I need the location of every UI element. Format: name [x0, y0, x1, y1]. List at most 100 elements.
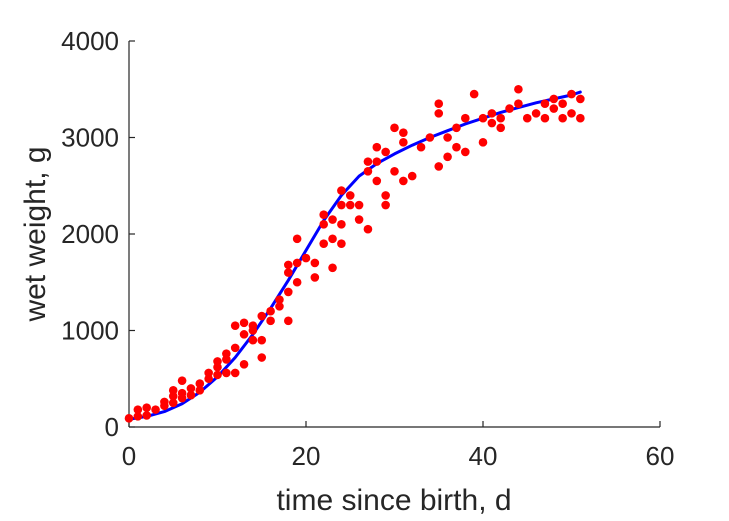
- data-point: [372, 176, 382, 186]
- data-point: [434, 99, 444, 109]
- data-point: [399, 138, 408, 147]
- data-point: [257, 353, 267, 362]
- data-point: [399, 128, 408, 137]
- data-point: [434, 162, 444, 171]
- data-point: [301, 253, 311, 263]
- data-point: [284, 268, 293, 277]
- y-tick-label: 1000: [61, 316, 119, 346]
- data-point: [151, 405, 160, 414]
- data-point: [213, 370, 222, 380]
- data-point: [443, 152, 452, 162]
- data-point: [168, 398, 178, 408]
- data-point: [522, 113, 532, 123]
- data-point: [363, 166, 373, 176]
- data-point: [531, 109, 541, 118]
- data-point: [142, 403, 151, 413]
- data-point: [337, 186, 346, 195]
- data-points: [124, 84, 585, 423]
- data-point: [230, 368, 240, 378]
- data-point: [275, 302, 284, 311]
- axes: 0 20 40 60 0 1000 2000 3000 4000: [61, 26, 674, 471]
- data-point: [390, 166, 399, 176]
- y-tick-label: 0: [105, 412, 119, 442]
- data-point: [275, 295, 284, 304]
- data-point: [540, 113, 550, 123]
- data-point: [195, 379, 205, 388]
- x-tick-label: 60: [646, 441, 675, 471]
- data-point: [345, 191, 355, 200]
- data-point: [345, 200, 355, 210]
- data-point: [496, 113, 506, 123]
- x-tick-label: 0: [122, 441, 136, 471]
- data-point: [381, 147, 390, 157]
- data-point: [230, 321, 240, 330]
- data-point: [310, 273, 320, 282]
- data-point: [461, 113, 470, 123]
- data-point: [549, 94, 559, 104]
- data-point: [514, 99, 523, 109]
- data-point: [372, 142, 382, 152]
- data-point: [328, 263, 337, 273]
- data-point: [567, 109, 576, 118]
- data-point: [292, 258, 302, 268]
- data-point: [284, 260, 293, 270]
- data-point: [505, 104, 514, 113]
- data-point: [363, 224, 373, 234]
- data-point: [319, 220, 329, 229]
- data-point: [425, 133, 435, 142]
- data-point: [496, 123, 506, 133]
- data-point: [248, 321, 258, 330]
- data-point: [177, 376, 187, 385]
- data-point: [248, 335, 258, 345]
- data-point: [328, 215, 337, 224]
- data-point: [452, 123, 461, 133]
- data-point: [284, 316, 293, 326]
- data-point: [337, 200, 346, 210]
- data-point: [319, 239, 329, 248]
- data-point: [363, 157, 373, 166]
- data-point: [257, 311, 267, 321]
- data-point: [469, 89, 479, 99]
- data-point: [266, 306, 275, 316]
- data-point: [142, 411, 151, 420]
- data-point: [239, 330, 249, 339]
- data-point: [461, 147, 470, 157]
- data-point: [222, 368, 231, 378]
- data-point: [337, 239, 346, 248]
- data-point: [310, 258, 320, 268]
- data-point: [452, 142, 461, 152]
- data-point: [487, 109, 497, 118]
- data-point: [337, 220, 346, 229]
- data-point: [416, 142, 426, 152]
- data-point: [399, 176, 408, 186]
- data-point: [124, 414, 134, 423]
- data-point: [204, 368, 213, 378]
- data-point: [381, 191, 390, 200]
- y-tick-label: 3000: [61, 123, 119, 153]
- data-point: [372, 157, 382, 166]
- data-point: [354, 200, 364, 210]
- data-point: [266, 316, 275, 326]
- data-point: [222, 349, 231, 358]
- data-point: [576, 113, 585, 123]
- data-point: [239, 359, 249, 369]
- data-point: [478, 113, 488, 123]
- data-point: [487, 118, 497, 128]
- data-point: [292, 234, 302, 244]
- data-point: [434, 109, 444, 118]
- data-point: [514, 84, 523, 94]
- data-point: [390, 123, 399, 133]
- data-point: [354, 215, 364, 224]
- data-point: [186, 390, 196, 400]
- data-point: [558, 113, 567, 123]
- data-point: [284, 287, 293, 297]
- data-point: [230, 343, 240, 353]
- data-point: [177, 388, 187, 398]
- data-point: [168, 386, 178, 395]
- x-tick-label: 40: [469, 441, 498, 471]
- data-point: [407, 171, 417, 181]
- data-point: [549, 104, 559, 113]
- data-point: [195, 386, 205, 395]
